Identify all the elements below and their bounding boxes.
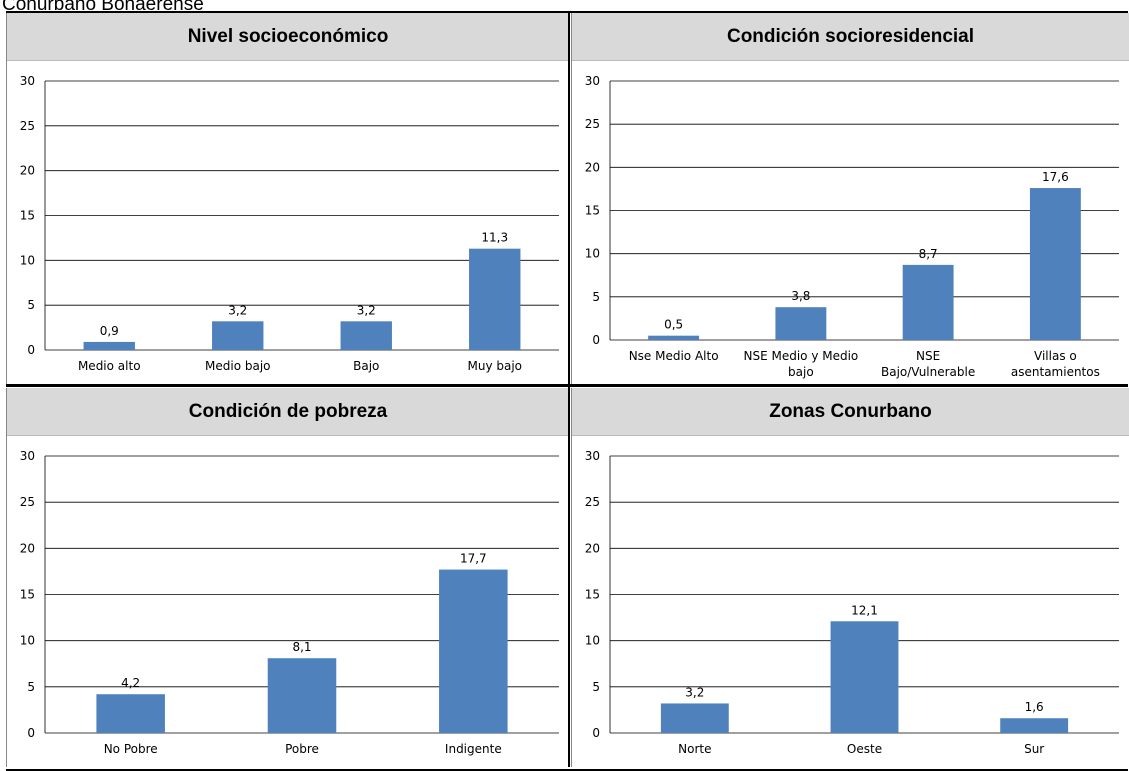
panel-title: Zonas Conurbano [572,388,1129,436]
y-tick-label: 30 [585,449,600,463]
x-tick-label: Villas o [1034,349,1077,363]
horizontal-divider [6,384,1128,387]
y-tick-label: 5 [27,298,35,312]
y-tick-label: 5 [27,680,35,694]
bar [96,694,165,733]
bar [267,658,337,733]
bar [1000,718,1069,733]
panel-nivel-socioeconomico: Nivel socioeconómico 0 5 10 15 20 25 30 0,9 Medi… [6,13,569,384]
y-tick-label: 15 [20,209,35,223]
y-tick-label: 20 [585,541,600,555]
panel-title: Condición de pobreza [7,388,569,436]
data-label: 4,2 [121,676,140,690]
data-label: 8,7 [919,247,938,261]
y-tick-label: 15 [20,588,35,602]
data-label: 3,2 [357,303,376,317]
y-tick-label: 10 [585,634,600,648]
y-tick-label: 0 [27,726,35,740]
panel-title: Condición socioresidencial [572,13,1129,61]
x-tick-label: Indigente [445,742,502,756]
x-tick-label: Sur [1024,742,1044,756]
y-tick-label: 0 [27,343,35,357]
y-tick-label: 10 [20,634,35,648]
bar-chart: 0 5 10 15 20 25 30 3,2 Norte 12,1 Oeste 1,6 Sur [572,436,1129,767]
x-tick-label: No Pobre [104,742,158,756]
bar [648,335,700,340]
chart-svg: 0 5 10 15 20 25 30 0,5 Nse Medio Alto 3,8 NSE Medi… [585,74,1119,379]
panel-condicion-de-pobreza: Condición de pobreza 0 5 10 15 20 25 30 4,2 No P… [6,388,569,767]
y-tick-label: 30 [20,449,35,463]
bar [1029,188,1081,340]
y-tick-label: 15 [585,588,600,602]
data-label: 3,2 [685,685,704,699]
bar-chart: 0 5 10 15 20 25 30 0,9 Medio alto 3,2 Medio bajo 3,… [7,61,569,384]
bar [469,248,521,350]
y-tick-label: 10 [585,247,600,261]
panel-title: Nivel socioeconómico [7,13,569,61]
x-tick-label: Muy bajo [467,359,522,373]
x-tick-label: Medio bajo [205,359,271,373]
y-tick-label: 30 [585,74,600,88]
y-tick-label: 25 [20,495,35,509]
data-label: 17,6 [1042,170,1069,184]
bar [775,307,827,340]
y-tick-label: 15 [585,204,600,218]
x-tick-label: Bajo/Vulnerable [881,365,975,379]
data-label: 3,2 [228,303,247,317]
data-label: 0,9 [100,324,119,338]
bar [830,621,899,733]
x-tick-label: Pobre [285,742,319,756]
chart-svg: 0 5 10 15 20 25 30 4,2 No Pobre 8,1 Pobre 17,7 Indig… [20,449,559,756]
bar [340,321,392,350]
x-tick-label: NSE [916,349,940,363]
x-tick-label: Bajo [353,359,379,373]
y-tick-label: 5 [592,680,600,694]
y-tick-label: 0 [592,333,600,347]
y-tick-label: 25 [585,117,600,131]
y-tick-label: 0 [592,726,600,740]
chart-svg: 0 5 10 15 20 25 30 3,2 Norte 12,1 Oeste 1,6 Sur [585,449,1119,756]
bar [212,321,264,350]
panel-zonas-conurbano: Zonas Conurbano 0 5 10 15 20 25 30 3,2 Norte 12,1… [571,388,1129,767]
data-label: 12,1 [851,603,878,617]
bar-chart: 0 5 10 15 20 25 30 4,2 No Pobre 8,1 Pobre 17,7 Indig… [7,436,569,767]
chart-grid: Nivel socioeconómico 0 5 10 15 20 25 30 0,9 Medi… [6,11,1129,771]
x-tick-label: Oeste [847,742,882,756]
x-tick-label: Medio alto [78,359,141,373]
x-tick-label: bajo [788,365,814,379]
bar-chart: 0 5 10 15 20 25 30 0,5 Nse Medio Alto 3,8 NSE Medi… [572,61,1129,384]
bar [83,341,135,350]
vertical-divider [568,13,570,767]
data-label: 0,5 [664,318,683,332]
x-tick-label: Nse Medio Alto [629,349,719,363]
bar [660,703,729,733]
y-tick-label: 30 [20,74,35,88]
x-tick-label: NSE Medio y Medio [743,349,858,363]
y-tick-label: 25 [585,495,600,509]
panel-condicion-socioresidencial: Condición socioresidencial 0 5 10 15 20 25 30 0… [571,13,1129,384]
y-tick-label: 25 [20,119,35,133]
y-tick-label: 5 [592,290,600,304]
data-label: 8,1 [292,640,311,654]
data-label: 11,3 [481,231,508,245]
data-label: 17,7 [460,552,487,566]
y-tick-label: 10 [20,253,35,267]
x-tick-label: Norte [678,742,711,756]
bar [902,264,954,340]
data-label: 1,6 [1025,700,1044,714]
data-label: 3,8 [791,289,810,303]
x-tick-label: asentamientos [1011,365,1100,379]
y-tick-label: 20 [20,164,35,178]
y-tick-label: 20 [585,160,600,174]
y-tick-label: 20 [20,541,35,555]
bar [439,569,508,733]
chart-svg: 0 5 10 15 20 25 30 0,9 Medio alto 3,2 Medio bajo 3,… [20,74,559,373]
